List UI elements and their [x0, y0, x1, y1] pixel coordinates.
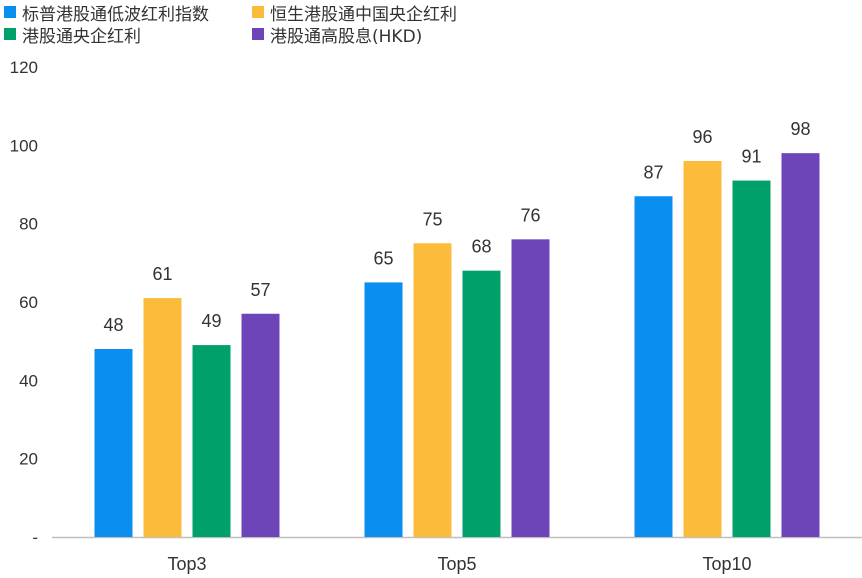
bar — [683, 161, 722, 537]
data-label: 96 — [692, 127, 712, 147]
data-label: 76 — [520, 205, 540, 225]
bar — [364, 282, 403, 537]
bar — [192, 345, 231, 537]
y-tick-label: 80 — [19, 215, 38, 234]
legend-swatch — [252, 6, 264, 18]
bar — [462, 270, 501, 537]
y-tick-label: 40 — [19, 371, 38, 390]
x-category-label: Top10 — [702, 554, 751, 574]
y-tick-label: 100 — [10, 136, 38, 155]
legend-item: 标普港股通低波红利指数 — [4, 0, 209, 25]
bar — [732, 180, 771, 538]
y-tick-label: 120 — [10, 58, 38, 77]
legend-item: 恒生港股通中国央企红利 — [252, 0, 457, 25]
x-category-label: Top5 — [437, 554, 476, 574]
legend-label: 港股通央企红利 — [22, 26, 141, 47]
data-label: 48 — [103, 315, 123, 335]
legend-item: 港股通高股息(HKD) — [252, 22, 423, 47]
bar — [781, 153, 820, 537]
data-label: 91 — [741, 147, 761, 167]
y-tick-label: - — [32, 528, 38, 547]
bar — [634, 196, 673, 537]
y-tick-label: 20 — [19, 450, 38, 469]
legend-item: 港股通央企红利 — [4, 22, 141, 47]
x-category-label: Top3 — [167, 554, 206, 574]
data-label: 61 — [152, 264, 172, 284]
data-label: 75 — [422, 209, 442, 229]
legend-label: 标普港股通低波红利指数 — [22, 4, 209, 25]
legend-label: 港股通高股息(HKD) — [270, 26, 423, 47]
legend-swatch — [4, 28, 16, 40]
bar — [94, 349, 133, 537]
bar — [143, 298, 182, 537]
bar — [511, 239, 550, 538]
data-label: 98 — [790, 119, 810, 139]
data-label: 49 — [201, 311, 221, 331]
y-tick-label: 60 — [19, 293, 38, 312]
legend-swatch — [4, 6, 16, 18]
data-label: 68 — [471, 237, 491, 257]
bar — [241, 313, 280, 537]
legend-swatch — [252, 28, 264, 40]
legend-label: 恒生港股通中国央企红利 — [270, 4, 457, 25]
bar — [413, 243, 452, 537]
data-label: 87 — [643, 162, 663, 182]
legend: 标普港股通低波红利指数 恒生港股通中国央企红利 港股通央企红利 港股通高股息(H… — [4, 0, 524, 48]
data-label: 65 — [373, 248, 393, 268]
data-label: 57 — [250, 280, 270, 300]
